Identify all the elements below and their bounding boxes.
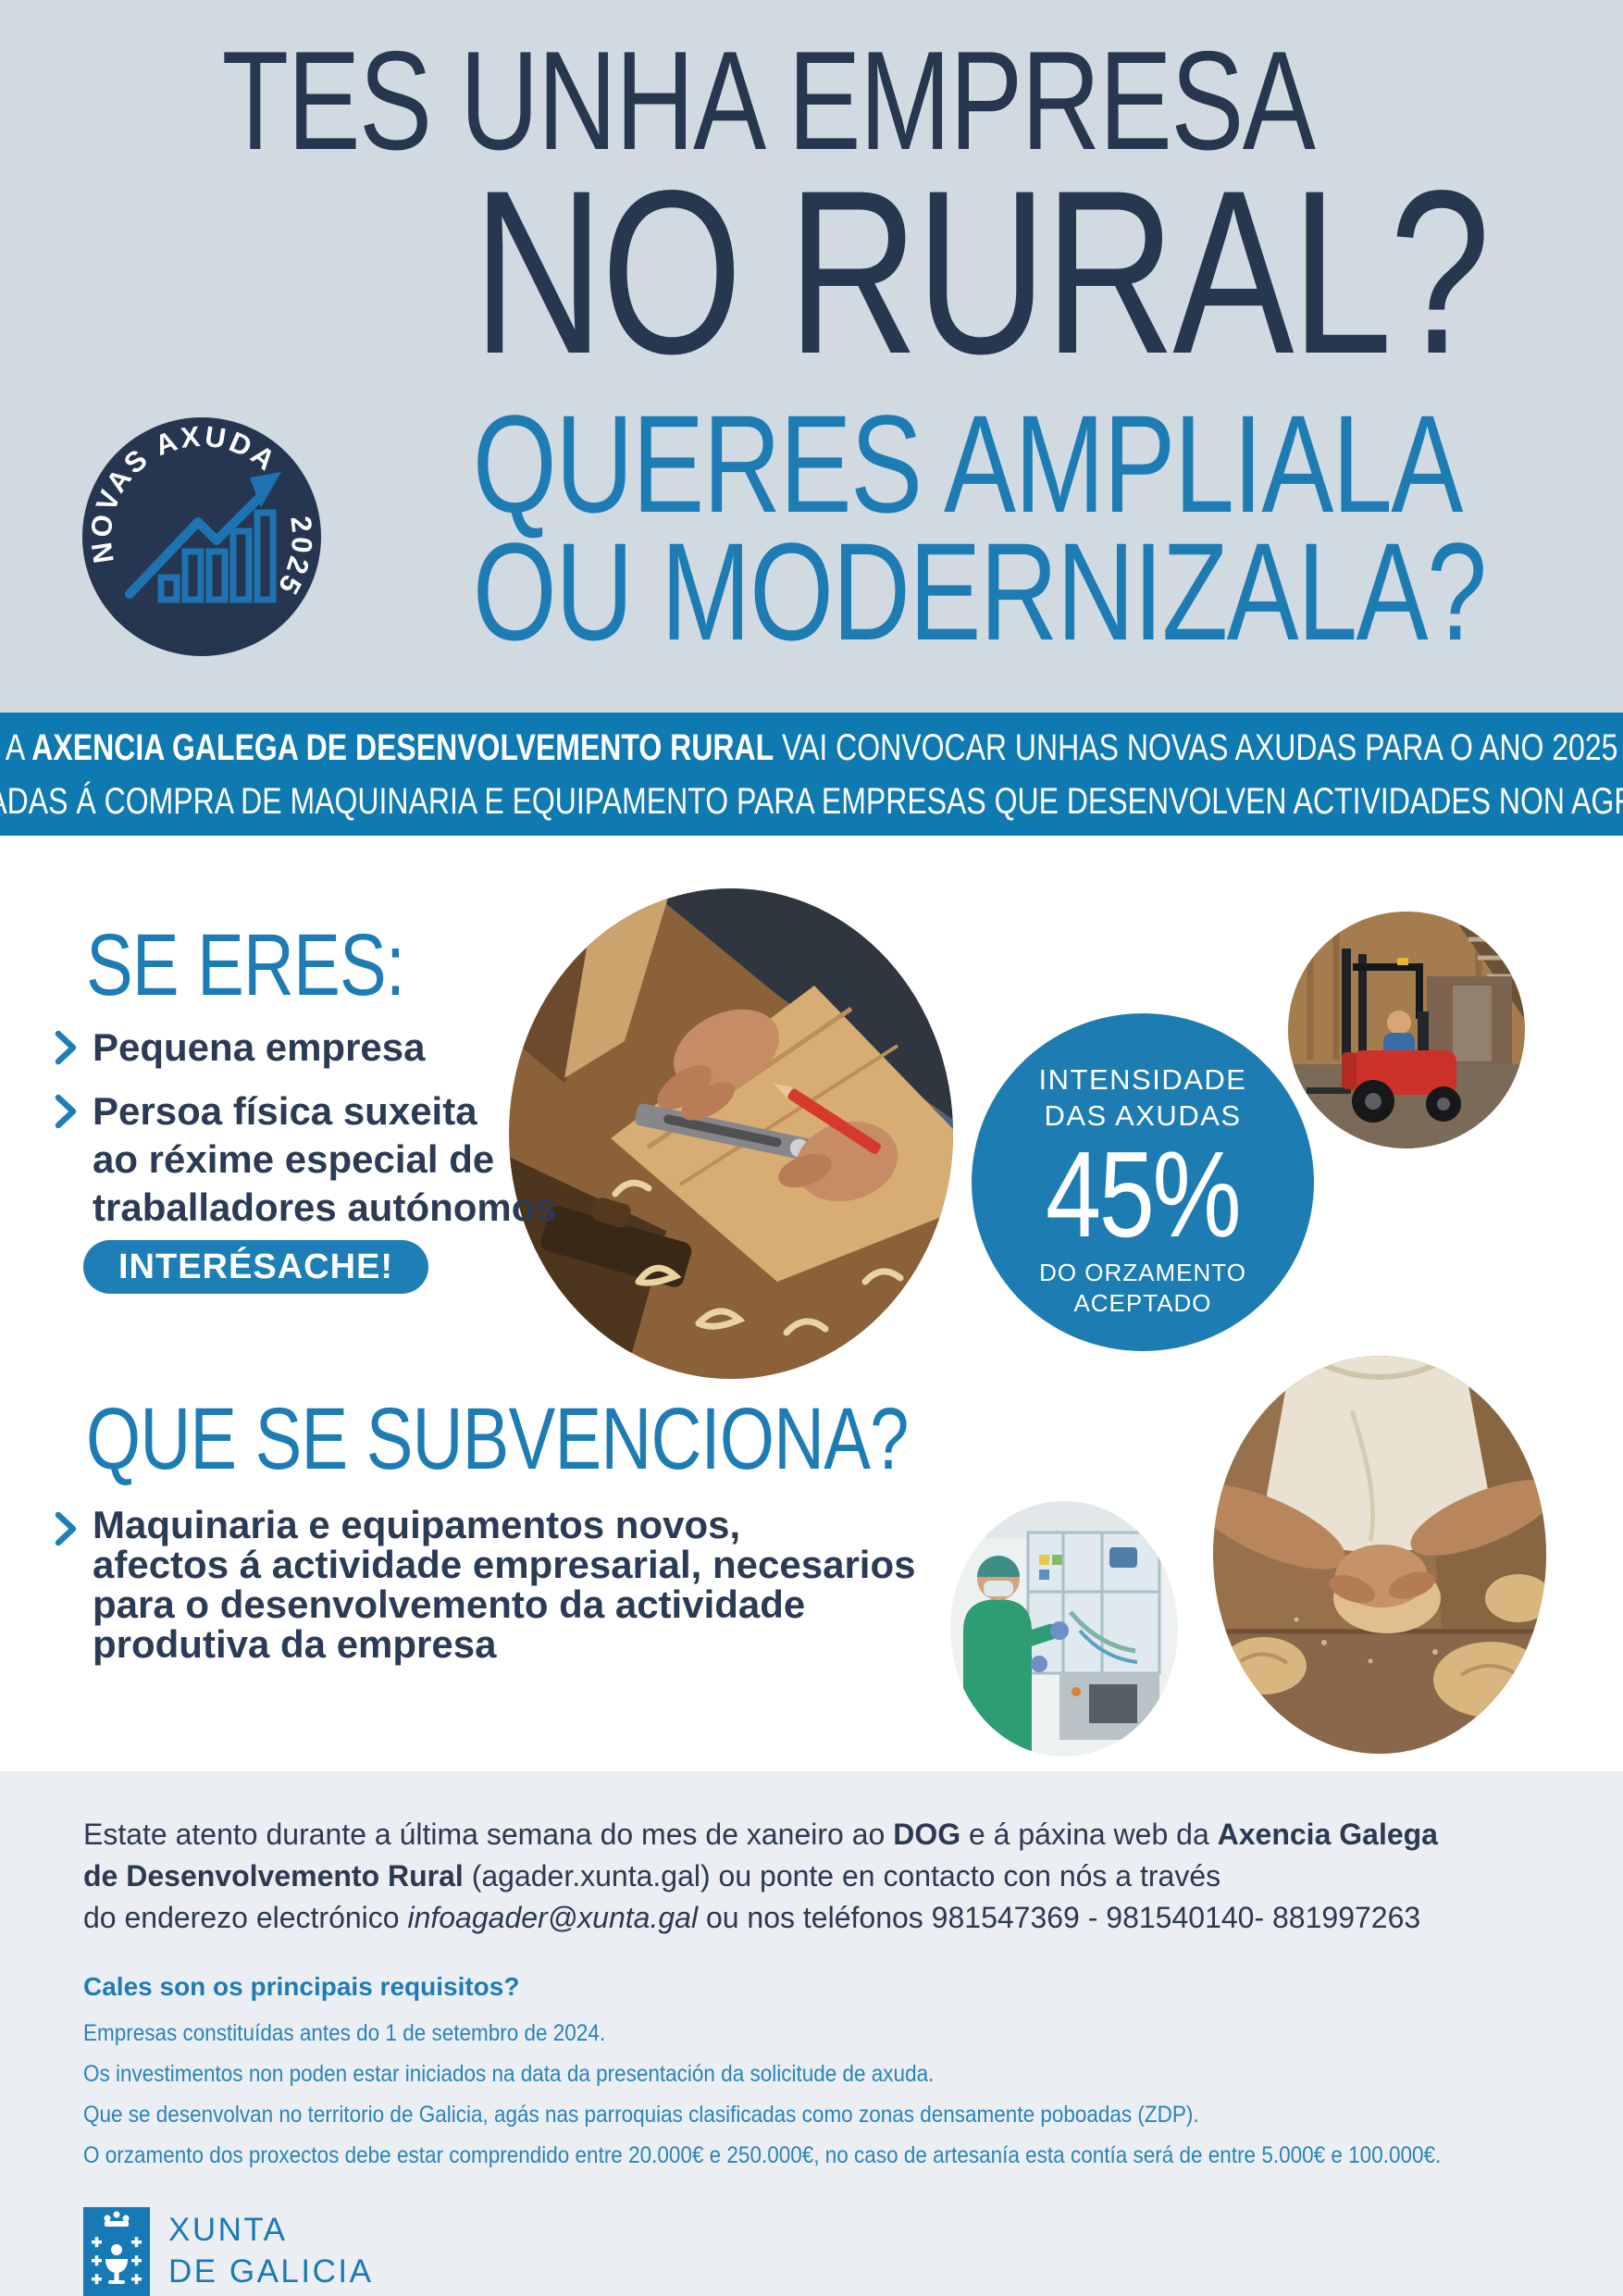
contact-line-2: de Desenvolvemento Rural (agader.xunta.g… <box>83 1855 1623 1897</box>
chevron-right-icon <box>55 1030 77 1065</box>
contact-text: e á páxina web da <box>960 1818 1218 1851</box>
photo-lab-machine <box>950 1501 1178 1756</box>
banner-line-1: A AXENCIA GALEGA DE DESENVOLVEMENTO RURA… <box>6 722 1618 774</box>
contact-phones: ou nos teléfonos 981547369 - 981540140- … <box>698 1901 1421 1934</box>
list-item-maquinaria: Maquinaria e equipamentos novos, afectos… <box>54 1505 916 1664</box>
list-item-line: ao réxime especial de <box>93 1137 495 1181</box>
novas-axudas-2025-badge: NOVAS AXUDAS 2025 <box>70 391 322 657</box>
banner-agency-bold: AXENCIA GALEGA DE DESENVOLVEMENTO RURAL <box>31 726 774 768</box>
list-item-line: para o desenvolvemento da actividade <box>93 1582 806 1626</box>
header-section: TES UNHA EMPRESA NO RURAL? QUERES AMPLIA… <box>0 0 1623 713</box>
list-item-line: Persoa física suxeita <box>93 1089 477 1133</box>
intensity-label-line2: DAS AXUDAS <box>1044 1099 1242 1132</box>
growth-chart-icon <box>125 472 281 603</box>
list-item-label: Maquinaria e equipamentos novos, afectos… <box>93 1505 916 1664</box>
banner-line-2: DESTINADAS Á COMPRA DE MAQUINARIA E EQUI… <box>0 780 1623 822</box>
requisito-item: Os investimentos non poden estar iniciad… <box>83 2061 935 2087</box>
contact-text: (agader.xunta.gal) ou ponte en contacto … <box>463 1859 1221 1893</box>
intensity-sub-line2: ACEPTADO <box>1073 1289 1212 1317</box>
requisitos-list: Empresas constituídas antes do 1 de sete… <box>83 2013 1623 2176</box>
list-item-pequena-empresa: Pequena empresa <box>54 1024 426 1072</box>
subtitle-line-2: OU MODERNIZALA? <box>472 514 1487 669</box>
banner-strip: A AXENCIA GALEGA DE DESENVOLVEMENTO RURA… <box>0 713 1623 836</box>
title-subgroup: NO RURAL? QUERES AMPLIALA OU MODERNIZALA… <box>342 143 1527 669</box>
que-se-subvenciona-heading: QUE SE SUBVENCIONA? <box>86 1390 909 1488</box>
banner-line1-post: VAI CONVOCAR UNHAS NOVAS AXUDAS PARA O A… <box>774 726 1618 768</box>
contact-line-1: Estate atento durante a última semana do… <box>83 1814 1623 1855</box>
photo-dough-kneading <box>1213 1356 1546 1754</box>
chevron-right-icon <box>55 1094 77 1129</box>
list-item-line: traballadores autónomos <box>93 1185 557 1229</box>
interesache-button: INTERÉSACHE! <box>83 1240 429 1294</box>
contact-email: infoagader@xunta.gal <box>407 1901 699 1934</box>
requisito-item: Que se desenvolvan no territorio de Gali… <box>83 2102 1199 2128</box>
requisitos-heading: Cales son os principais requisitos? <box>83 1972 520 2001</box>
logo-wordmark: XUNTA DE GALICIA <box>168 2207 373 2292</box>
list-item-label: Persoa física suxeita ao réxime especial… <box>93 1087 557 1232</box>
title-block: TES UNHA EMPRESA NO RURAL? QUERES AMPLIA… <box>0 22 1623 669</box>
subtitle-line-1: QUERES AMPLIALA <box>472 386 1464 541</box>
contact-dog-bold: DOG <box>893 1818 961 1851</box>
galicia-shield-icon <box>83 2207 150 2296</box>
intensity-value: 45% <box>1046 1126 1242 1262</box>
intensity-sub-line1: DO ORZAMENTO <box>1039 1259 1246 1286</box>
list-item-persoa-fisica: Persoa física suxeita ao réxime especial… <box>54 1087 557 1232</box>
title-line-2: NO RURAL? <box>472 143 1491 403</box>
photo-forklift <box>1288 912 1525 1148</box>
contact-agency-bold: Axencia Galega <box>1217 1818 1438 1851</box>
badge-graphic: NOVAS AXUDAS 2025 <box>70 391 321 656</box>
contact-line-3: do enderezo electrónico infoagader@xunta… <box>83 1897 1623 1939</box>
contact-agency-bold: de Desenvolvemento Rural <box>83 1859 464 1893</box>
requisito-item: O orzamento dos proxectos debe estar com… <box>83 2142 1442 2168</box>
list-item-line: Maquinaria e equipamentos novos, <box>93 1503 741 1546</box>
requisito-item: Empresas constituídas antes do 1 de sete… <box>83 2020 606 2046</box>
banner-line1-pre: A <box>5 726 32 768</box>
xunta-de-galicia-logo: XUNTA DE GALICIA <box>83 2207 1623 2296</box>
intensity-label-line1: INTENSIDADE <box>1038 1063 1247 1096</box>
title-line-1: TES UNHA EMPRESA <box>221 22 1316 180</box>
photo-woodworking <box>509 888 953 1379</box>
intensity-circle: INTENSIDADE DAS AXUDAS 45% DO ORZAMENTO … <box>972 1013 1314 1351</box>
logo-word-line2: DE GALICIA <box>168 2253 374 2290</box>
list-item-line: produtiva da empresa <box>93 1622 497 1666</box>
list-item-line: afectos á actividade empresarial, necesa… <box>93 1543 916 1586</box>
contact-text: do enderezo electrónico <box>83 1901 408 1934</box>
se-eres-heading: SE ERES: <box>86 916 405 1014</box>
main-section: INTENSIDADE DAS AXUDAS 45% DO ORZAMENTO … <box>0 836 1623 1771</box>
logo-word-line1: XUNTA <box>168 2212 288 2248</box>
chevron-right-icon <box>55 1511 77 1546</box>
contact-text: Estate atento durante a última semana do… <box>83 1818 894 1851</box>
footer-section: Estate atento durante a última semana do… <box>0 1771 1623 2296</box>
list-item-label: Pequena empresa <box>93 1025 426 1069</box>
